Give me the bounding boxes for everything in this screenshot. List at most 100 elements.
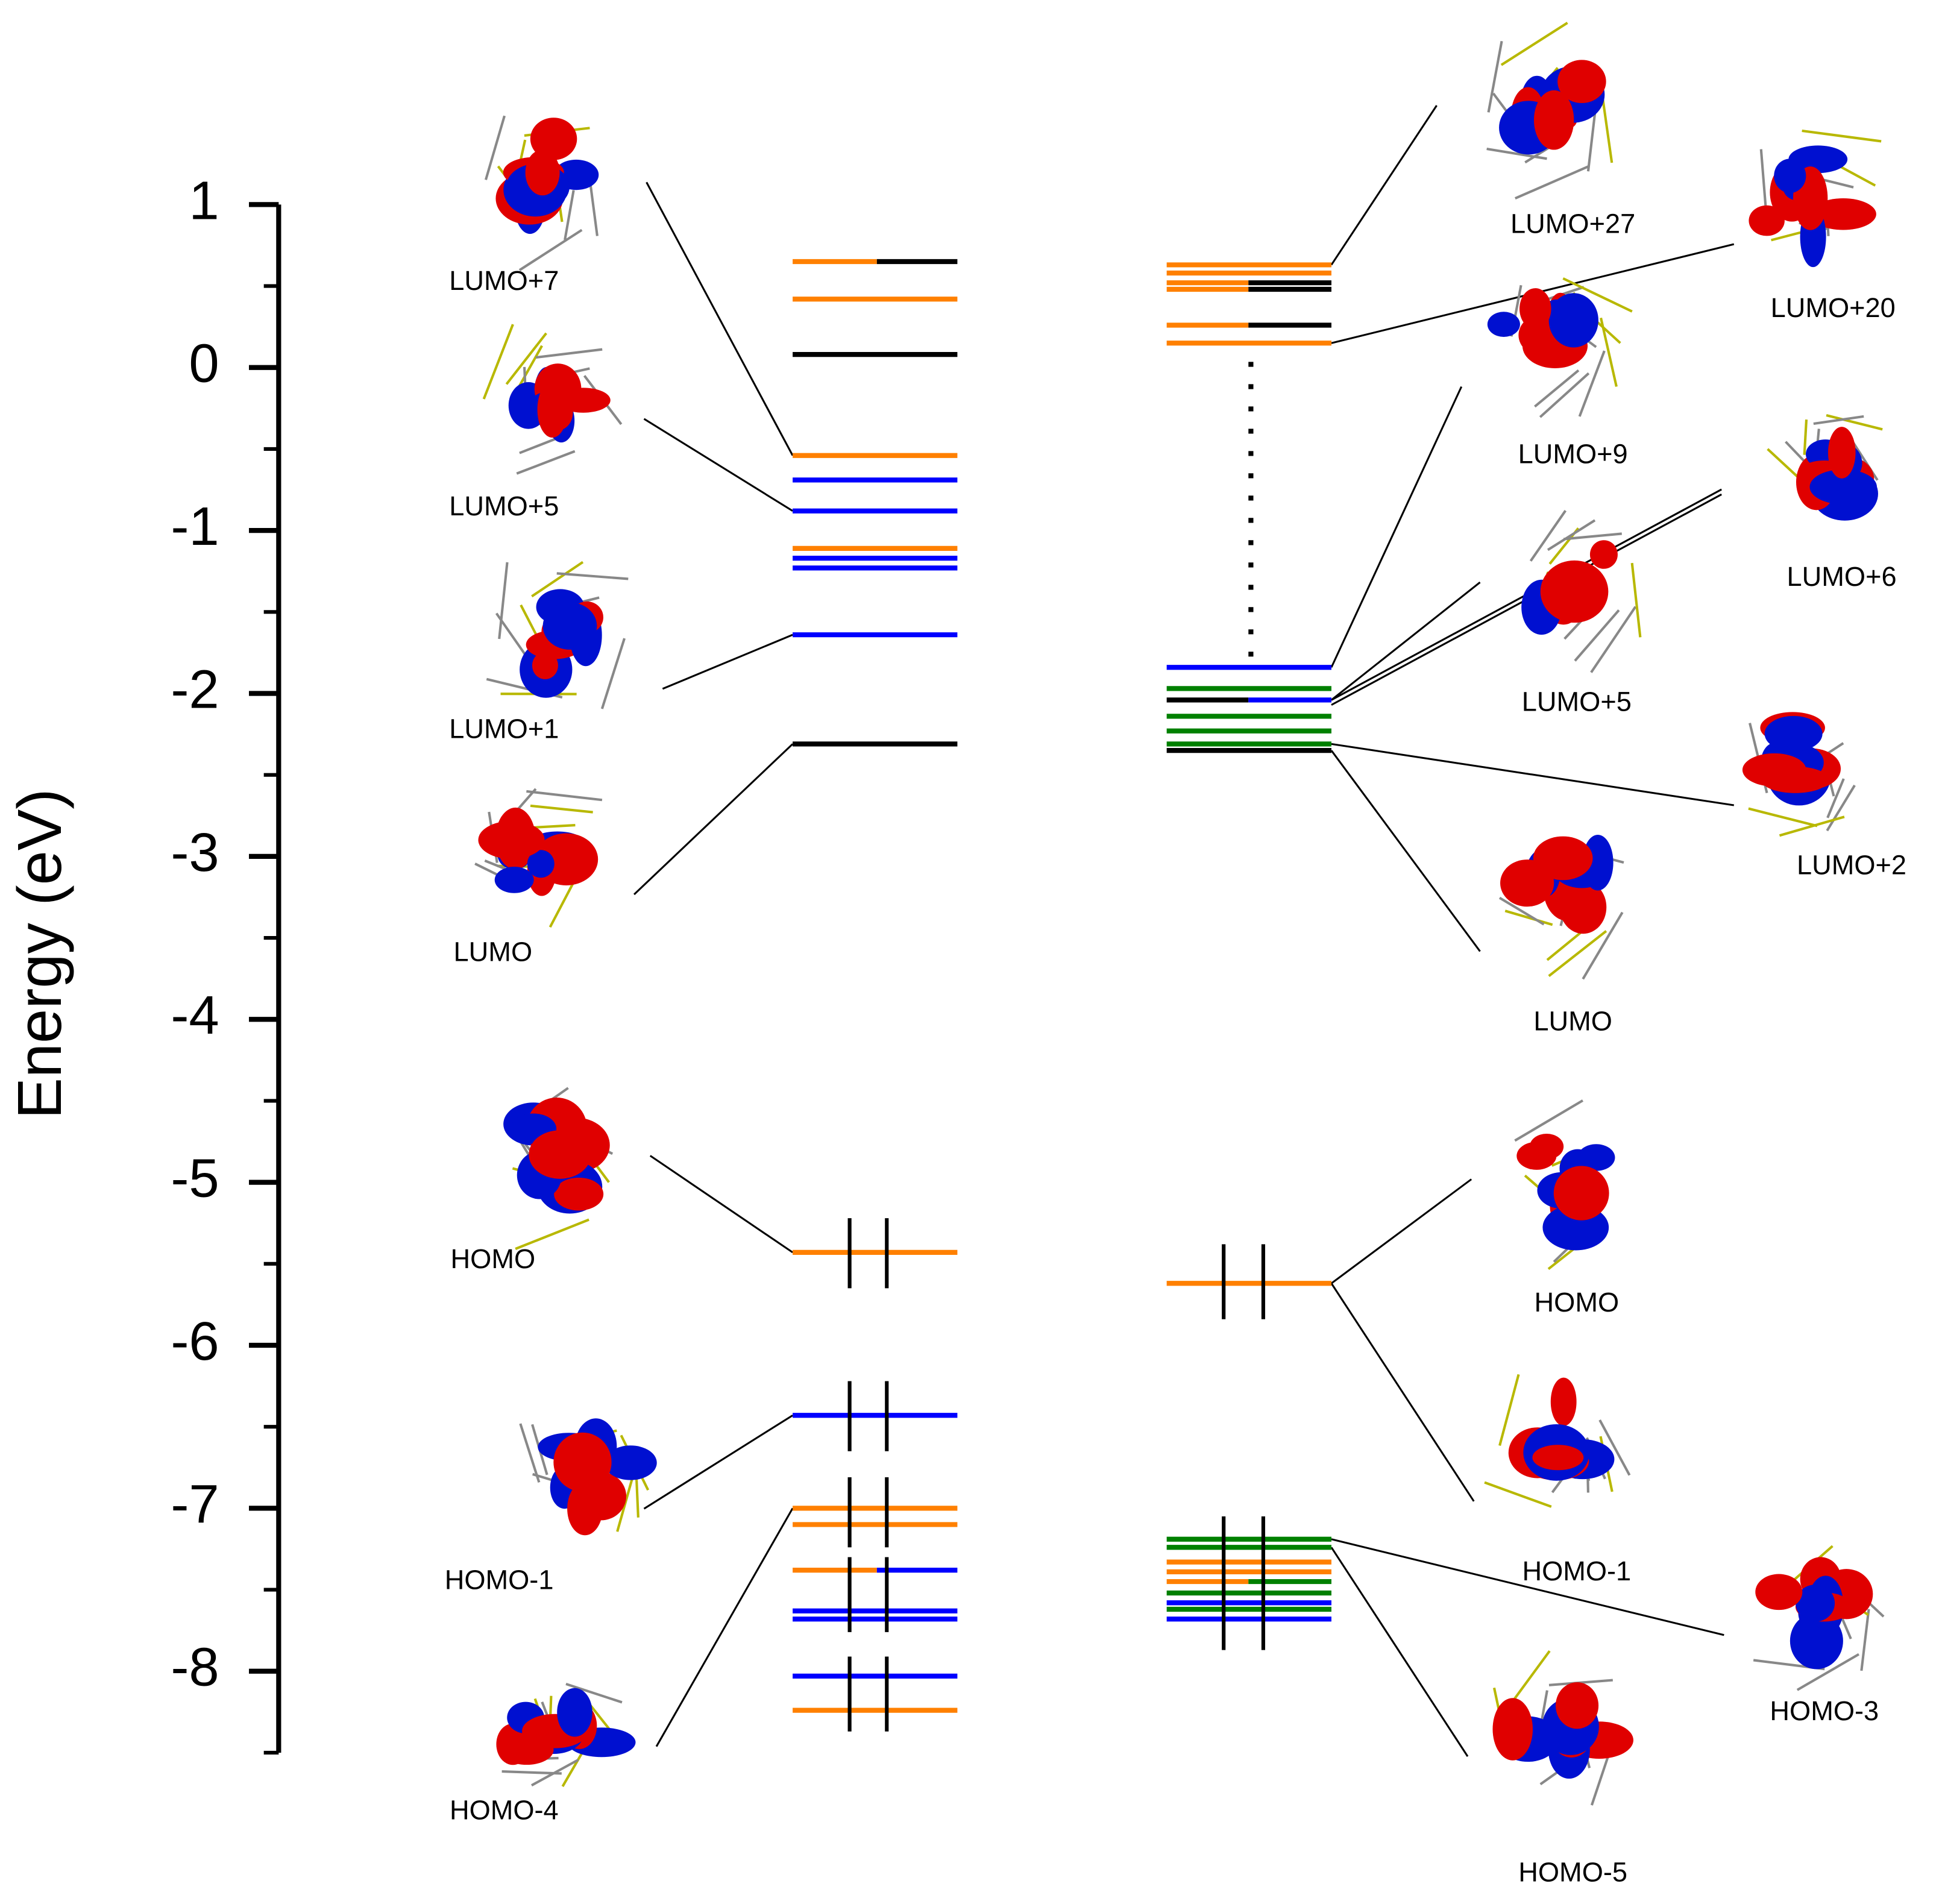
y-tick-label: -8 [171,1637,219,1698]
axis-title: Energy (eV) [5,789,74,1119]
y-tick-label: -1 [171,496,219,557]
orbital-picture [486,561,629,709]
lobe [1533,836,1593,881]
bond [1514,1099,1584,1142]
bond [1600,318,1618,387]
y-tick-label: -2 [171,659,219,720]
connector [1331,743,1735,806]
bond [1484,1481,1552,1508]
lobe [1532,1445,1584,1471]
orbital-picture [503,1087,614,1250]
bond [1598,1419,1631,1476]
bond [1600,93,1614,163]
y-tick-label: -3 [171,822,219,883]
orbital-picture [1521,509,1642,673]
bond [485,115,506,180]
bond [1529,509,1567,562]
orbital-label: LUMO+27 [1510,208,1635,239]
orbital-label: HOMO-1 [1522,1556,1631,1586]
lobe [532,652,559,679]
orbital-picture [1486,22,1614,200]
lobe [1582,834,1614,891]
lobe [1519,288,1551,330]
bond [1574,609,1620,662]
lobe [1774,159,1806,193]
orbital-label: LUMO+1 [449,714,559,744]
lobe [537,381,568,438]
bond [565,1682,623,1704]
bond [1500,22,1568,66]
orbital-label: LUMO [1533,1006,1612,1037]
orbital-picture [482,324,623,475]
bond [1498,896,1545,926]
connector [1330,1283,1475,1502]
orbital-picture [474,788,603,928]
connector [1330,1547,1469,1757]
lobe [1749,205,1785,236]
y-tick-label: -4 [171,985,219,1046]
orbital-picture [1487,277,1633,418]
bond [519,1423,541,1483]
lobe [557,1688,592,1737]
bond [1547,519,1596,551]
orbital-label: HOMO [451,1243,536,1274]
lobe [1827,427,1856,479]
bond [1582,911,1624,980]
lobe [500,1735,554,1765]
bond [1548,930,1607,978]
bond [1578,350,1606,417]
connector [1330,105,1438,266]
orbital-label: LUMO+7 [449,265,559,296]
bond [1563,532,1622,541]
orbital-picture [519,1418,657,1536]
orbital-picture [1484,1374,1631,1508]
lobe [554,1177,604,1211]
bond [1548,1679,1613,1686]
connector [643,418,793,512]
lobe [525,149,560,196]
orbital-label: HOMO-4 [450,1795,559,1826]
bond [1759,149,1767,207]
bond [530,804,593,814]
lobe [1533,90,1574,150]
lobe [1764,715,1823,752]
connector [1330,750,1481,952]
orbital-label: LUMO+20 [1771,292,1896,323]
lobe [1796,1585,1835,1622]
y-tick-label: -5 [171,1148,219,1209]
bond [1779,815,1845,837]
lobe [1487,312,1520,337]
connector [655,1507,794,1747]
lobe [1516,1142,1557,1170]
orbital-label: LUMO+5 [449,491,559,521]
bond [1504,910,1553,926]
bond [1813,415,1864,426]
orbital-label: LUMO+6 [1787,561,1897,592]
orbital-picture [1753,1545,1885,1691]
connector [646,181,794,456]
orbital-picture [485,115,599,271]
y-tick-label: -6 [171,1311,219,1372]
bond [1487,40,1503,113]
lobe [1788,145,1848,174]
bond [1826,784,1856,832]
bond [1590,606,1637,673]
bond [564,190,575,240]
bond [1486,147,1547,160]
orbital-label: HOMO-3 [1770,1695,1879,1726]
connector [1331,581,1481,701]
orbital-label: LUMO+5 [1522,686,1632,717]
lobe [1559,881,1607,934]
bond [1826,414,1883,431]
lobe [494,867,534,893]
connector [662,633,793,690]
lobe [478,821,545,859]
bond [505,332,547,385]
bond [526,790,603,802]
lobe [1550,1377,1577,1426]
bond [1586,110,1597,172]
orbital-label: HOMO [1535,1287,1620,1318]
bond [1534,369,1580,408]
y-tick-label: 1 [189,170,219,231]
